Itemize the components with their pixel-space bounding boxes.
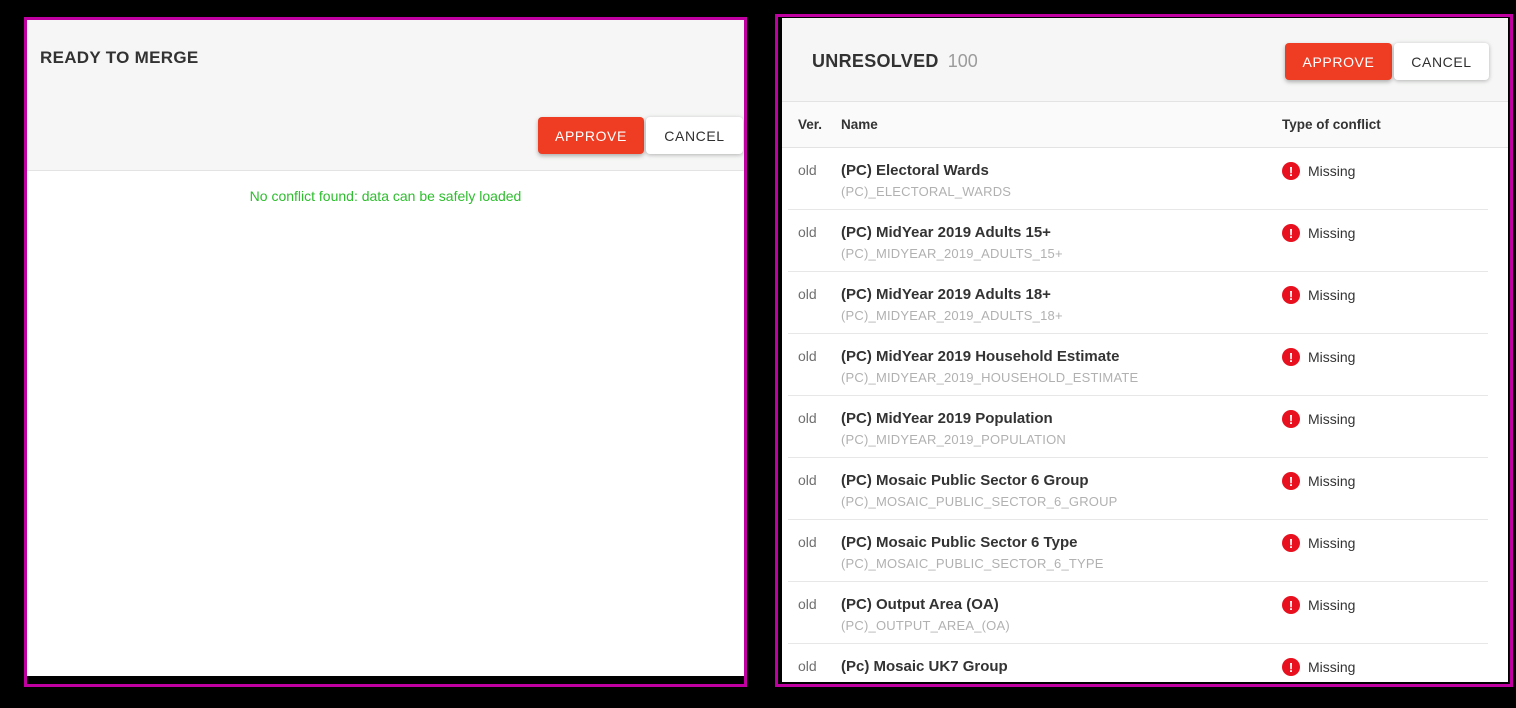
no-conflict-message: No conflict found: data can be safely lo…	[249, 188, 522, 204]
row-version: old	[798, 596, 817, 612]
table-row: old (PC) Electoral Wards (PC)_ELECTORAL_…	[782, 148, 1508, 210]
row-dataset-code: (PC)_MOSAIC_PUBLIC_SECTOR_6_GROUP	[841, 494, 1118, 509]
row-name-cell: (PC) MidYear 2019 Household Estimate (PC…	[841, 348, 1282, 385]
row-dataset-name: (PC) Mosaic Public Sector 6 Type	[841, 534, 1078, 551]
row-conflict-cell: ! Missing	[1282, 286, 1508, 304]
row-conflict-cell: ! Missing	[1282, 596, 1508, 614]
action-buttons: APPROVE CANCEL	[1285, 43, 1489, 80]
row-version: old	[798, 410, 817, 426]
row-conflict-cell: ! Missing	[1282, 162, 1508, 180]
conflict-type-label: Missing	[1308, 225, 1356, 241]
unresolved-panel: UNRESOLVED 100 APPROVE CANCEL Ver. Name …	[782, 18, 1508, 682]
row-conflict-cell: ! Missing	[1282, 410, 1508, 428]
row-dataset-code: (PC)_MIDYEAR_2019_HOUSEHOLD_ESTIMATE	[841, 370, 1139, 385]
table-row: old (PC) MidYear 2019 Adults 15+ (PC)_MI…	[782, 210, 1508, 272]
panel-title: READY TO MERGE	[40, 48, 199, 67]
row-dataset-name: (PC) MidYear 2019 Population	[841, 410, 1053, 427]
row-dataset-code: (PC)_MOSAIC_PUBLIC_SECTOR_6_TYPE	[841, 556, 1104, 571]
conflict-type-label: Missing	[1308, 535, 1356, 551]
error-exclamation-icon: !	[1282, 410, 1300, 428]
row-dataset-code: (PC)_MIDYEAR_2019_ADULTS_18+	[841, 308, 1063, 323]
row-conflict-cell: ! Missing	[1282, 348, 1508, 366]
row-dataset-name: (PC) Electoral Wards	[841, 162, 989, 179]
table-row: old (PC) Mosaic Public Sector 6 Group (P…	[782, 458, 1508, 520]
conflict-type-label: Missing	[1308, 411, 1356, 427]
row-dataset-name: (Pc) Mosaic UK7 Group	[841, 658, 1008, 675]
row-version: old	[798, 658, 817, 674]
table-row: old (PC) Mosaic Public Sector 6 Type (PC…	[782, 520, 1508, 582]
row-dataset-code: (PC)_MIDYEAR_2019_ADULTS_15+	[841, 246, 1063, 261]
table-row: old (PC) MidYear 2019 Household Estimate…	[782, 334, 1508, 396]
row-dataset-name: (PC) Mosaic Public Sector 6 Group	[841, 472, 1089, 489]
conflict-type-label: Missing	[1308, 659, 1356, 675]
row-conflict-cell: ! Missing	[1282, 658, 1508, 676]
row-dataset-name: (PC) MidYear 2019 Adults 15+	[841, 224, 1051, 241]
row-dataset-code: (PC)_MIDYEAR_2019_POPULATION	[841, 432, 1066, 447]
conflict-table-body: old (PC) Electoral Wards (PC)_ELECTORAL_…	[782, 148, 1508, 682]
cancel-button[interactable]: CANCEL	[646, 117, 743, 154]
approve-button[interactable]: APPROVE	[538, 117, 644, 154]
row-version: old	[798, 224, 817, 240]
error-exclamation-icon: !	[1282, 224, 1300, 242]
row-name-cell: (PC) Mosaic Public Sector 6 Type (PC)_MO…	[841, 534, 1282, 571]
ready-to-merge-highlight-box: READY TO MERGE APPROVE CANCEL No conflic…	[24, 17, 747, 687]
row-dataset-code: (PC)_OUTPUT_AREA_(OA)	[841, 618, 1010, 633]
row-conflict-cell: ! Missing	[1282, 224, 1508, 242]
table-row: old (Pc) Mosaic UK7 Group ! Missing	[782, 644, 1508, 682]
row-dataset-name: (PC) MidYear 2019 Adults 18+	[841, 286, 1051, 303]
ready-to-merge-header: READY TO MERGE APPROVE CANCEL	[27, 20, 744, 171]
error-exclamation-icon: !	[1282, 286, 1300, 304]
row-dataset-code: (PC)_ELECTORAL_WARDS	[841, 184, 1012, 199]
row-version: old	[798, 286, 817, 302]
ready-to-merge-panel: READY TO MERGE APPROVE CANCEL No conflic…	[27, 20, 744, 676]
row-version: old	[798, 472, 817, 488]
error-exclamation-icon: !	[1282, 162, 1300, 180]
table-row: old (PC) Output Area (OA) (PC)_OUTPUT_AR…	[782, 582, 1508, 644]
error-exclamation-icon: !	[1282, 534, 1300, 552]
error-exclamation-icon: !	[1282, 348, 1300, 366]
row-dataset-name: (PC) MidYear 2019 Household Estimate	[841, 348, 1120, 365]
row-name-cell: (PC) MidYear 2019 Adults 15+ (PC)_MIDYEA…	[841, 224, 1282, 261]
table-row: old (PC) MidYear 2019 Population (PC)_MI…	[782, 396, 1508, 458]
unresolved-header: UNRESOLVED 100 APPROVE CANCEL	[782, 18, 1508, 102]
row-name-cell: (PC) Output Area (OA) (PC)_OUTPUT_AREA_(…	[841, 596, 1282, 633]
error-exclamation-icon: !	[1282, 472, 1300, 490]
row-version: old	[798, 348, 817, 364]
row-conflict-cell: ! Missing	[1282, 534, 1508, 552]
row-version: old	[798, 162, 817, 178]
table-header: Ver. Name Type of conflict	[782, 102, 1508, 148]
conflict-type-label: Missing	[1308, 287, 1356, 303]
panel-title: UNRESOLVED	[812, 51, 939, 71]
column-header-type-of-conflict: Type of conflict	[1282, 117, 1381, 132]
column-header-name: Name	[841, 117, 878, 132]
unresolved-highlight-box: UNRESOLVED 100 APPROVE CANCEL Ver. Name …	[775, 14, 1513, 687]
conflict-type-label: Missing	[1308, 163, 1356, 179]
row-name-cell: (PC) MidYear 2019 Adults 18+ (PC)_MIDYEA…	[841, 286, 1282, 323]
approve-button[interactable]: APPROVE	[1285, 43, 1392, 80]
conflict-type-label: Missing	[1308, 473, 1356, 489]
unresolved-title-group: UNRESOLVED 100	[812, 51, 1285, 72]
table-row: old (PC) MidYear 2019 Adults 18+ (PC)_MI…	[782, 272, 1508, 334]
error-exclamation-icon: !	[1282, 658, 1300, 676]
error-exclamation-icon: !	[1282, 596, 1300, 614]
conflict-type-label: Missing	[1308, 349, 1356, 365]
row-name-cell: (PC) MidYear 2019 Population (PC)_MIDYEA…	[841, 410, 1282, 447]
row-name-cell: (PC) Mosaic Public Sector 6 Group (PC)_M…	[841, 472, 1282, 509]
unresolved-count: 100	[947, 51, 978, 71]
action-buttons: APPROVE CANCEL	[538, 117, 743, 154]
row-name-cell: (Pc) Mosaic UK7 Group	[841, 658, 1282, 680]
row-version: old	[798, 534, 817, 550]
column-header-ver: Ver.	[798, 117, 823, 132]
conflict-type-label: Missing	[1308, 597, 1356, 613]
row-conflict-cell: ! Missing	[1282, 472, 1508, 490]
row-dataset-name: (PC) Output Area (OA)	[841, 596, 999, 613]
cancel-button[interactable]: CANCEL	[1394, 43, 1489, 80]
row-name-cell: (PC) Electoral Wards (PC)_ELECTORAL_WARD…	[841, 162, 1282, 199]
